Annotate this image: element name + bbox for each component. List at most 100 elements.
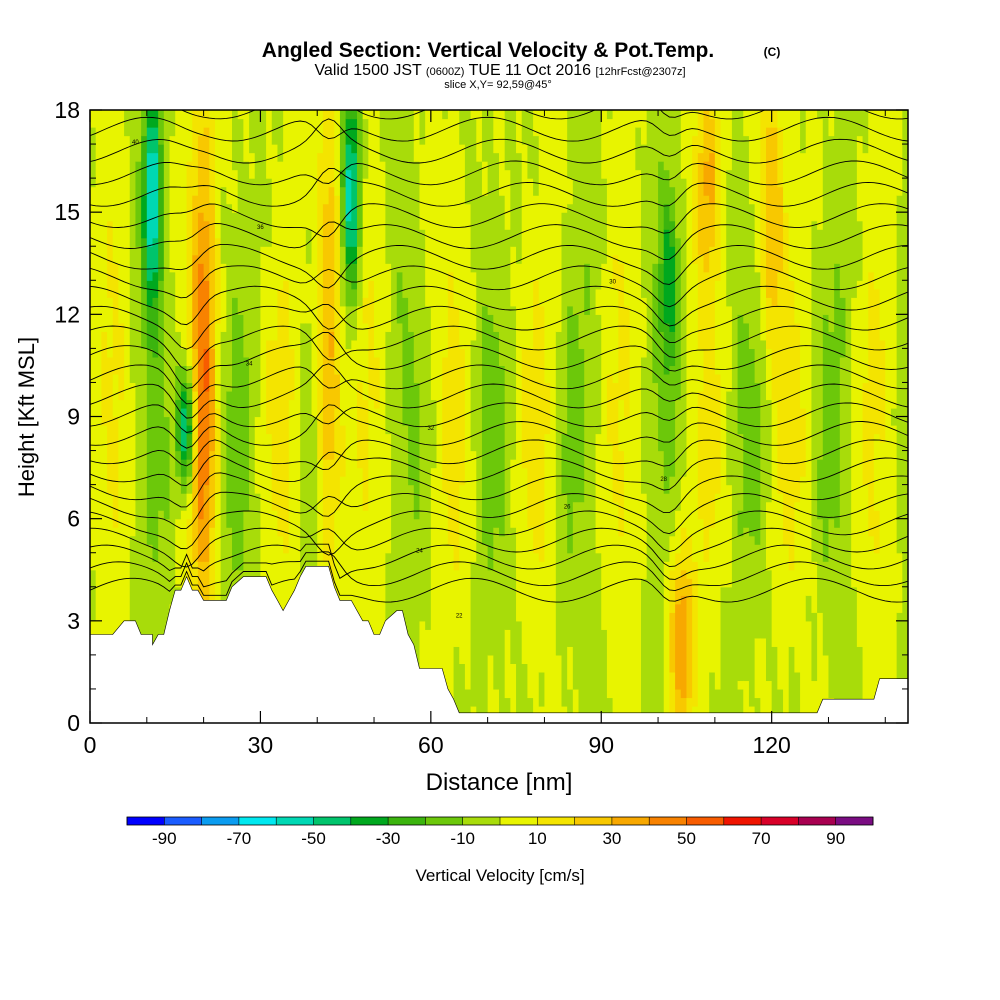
velocity-cell xyxy=(748,203,756,349)
velocity-cell xyxy=(470,118,477,273)
theta-contour-line xyxy=(90,451,908,491)
velocity-cell xyxy=(635,169,642,723)
y-tick-label: 18 xyxy=(54,97,80,123)
velocity-cell xyxy=(237,314,244,571)
velocity-cell xyxy=(345,305,352,349)
velocity-cell xyxy=(243,356,250,511)
velocity-cell xyxy=(158,280,165,511)
velocity-cell xyxy=(413,382,421,520)
velocity-cell xyxy=(510,110,517,247)
velocity-cell xyxy=(339,186,347,247)
theta-contour-line xyxy=(90,221,908,260)
velocity-cell xyxy=(192,348,199,392)
velocity-cell xyxy=(851,586,858,723)
velocity-cell xyxy=(163,110,171,418)
velocity-cell xyxy=(112,373,119,418)
y-tick-label: 6 xyxy=(67,506,80,532)
theta-contour-line xyxy=(90,285,908,330)
velocity-cell xyxy=(510,663,517,723)
velocity-cell xyxy=(237,110,244,120)
velocity-cell xyxy=(436,110,443,723)
velocity-cell xyxy=(533,110,540,137)
colorbar-swatch xyxy=(164,817,202,825)
velocity-cell xyxy=(555,110,563,332)
velocity-cell xyxy=(516,110,523,154)
velocity-cell xyxy=(822,314,830,562)
forecast-label: [12hrFcst@2307z] xyxy=(596,66,686,78)
velocity-cell xyxy=(595,552,602,723)
velocity-cell xyxy=(203,280,210,349)
velocity-cell xyxy=(567,203,574,307)
velocity-cell xyxy=(112,416,119,528)
velocity-cell xyxy=(499,110,506,196)
velocity-cell xyxy=(362,118,369,179)
velocity-cell xyxy=(192,195,199,256)
velocity-cell xyxy=(396,271,404,324)
colorbar-tick-label: -10 xyxy=(450,829,475,848)
colorbar-swatch xyxy=(686,817,725,825)
velocity-cell xyxy=(811,110,818,222)
y-tick-label: 15 xyxy=(54,199,80,225)
velocity-cell xyxy=(828,518,835,699)
colorbar-swatch xyxy=(761,817,799,825)
velocity-cell xyxy=(493,152,500,332)
theta-contour-line xyxy=(90,402,908,433)
velocity-cell xyxy=(266,110,273,179)
velocity-cell xyxy=(464,203,472,690)
y-axis-label: Height [Kft MSL] xyxy=(14,337,39,497)
velocity-cell xyxy=(606,442,614,699)
velocity-cell xyxy=(561,110,568,213)
velocity-cell xyxy=(379,161,386,716)
velocity-cell xyxy=(862,382,869,486)
theta-contour-line xyxy=(90,527,908,568)
velocity-cell xyxy=(470,339,477,452)
theta-contour-line xyxy=(90,243,908,289)
velocity-cell xyxy=(493,527,500,690)
velocity-cell xyxy=(146,280,154,307)
velocity-cell xyxy=(459,110,466,145)
velocity-cell xyxy=(533,135,540,196)
velocity-cell xyxy=(675,399,682,511)
velocity-cell xyxy=(430,399,438,469)
velocity-cell xyxy=(305,229,313,264)
velocity-cell xyxy=(362,322,369,401)
plot-area: 40 36 34 32 30 28 26 24 22 xyxy=(90,110,908,723)
velocity-cell xyxy=(271,339,279,511)
velocity-cell xyxy=(396,110,404,273)
velocity-cell xyxy=(430,110,438,401)
velocity-cell xyxy=(737,680,744,690)
velocity-cell xyxy=(118,322,125,401)
velocity-cell xyxy=(618,399,625,452)
velocity-cell xyxy=(811,220,818,562)
velocity-cell xyxy=(226,203,233,392)
velocity-cell xyxy=(765,297,773,349)
velocity-cell xyxy=(743,110,750,137)
velocity-cell xyxy=(356,110,364,247)
velocity-cell xyxy=(720,110,727,588)
velocity-cell xyxy=(737,688,744,723)
velocity-cell xyxy=(516,152,523,264)
velocity-cell xyxy=(601,629,608,723)
velocity-cell xyxy=(709,203,716,247)
velocity-cell xyxy=(646,110,653,723)
velocity-cell xyxy=(834,263,841,528)
velocity-cell xyxy=(413,518,421,723)
velocity-cell xyxy=(663,203,671,230)
velocity-cell xyxy=(516,263,523,622)
velocity-cell xyxy=(765,348,773,401)
velocity-cell xyxy=(873,288,881,435)
velocity-cell xyxy=(771,646,778,723)
velocity-cell xyxy=(743,527,750,682)
velocity-cell xyxy=(748,110,756,205)
velocity-cell xyxy=(362,510,369,723)
velocity-cell xyxy=(476,161,483,723)
velocity-cell xyxy=(266,433,273,639)
valid-prefix: Valid 1500 JST xyxy=(314,62,422,79)
velocity-cell xyxy=(623,305,631,418)
velocity-cell xyxy=(459,348,466,486)
velocity-cell xyxy=(754,544,761,639)
velocity-cell xyxy=(856,135,864,222)
velocity-cell xyxy=(794,110,801,324)
velocity-cell xyxy=(663,561,671,723)
velocity-cell xyxy=(777,127,784,188)
